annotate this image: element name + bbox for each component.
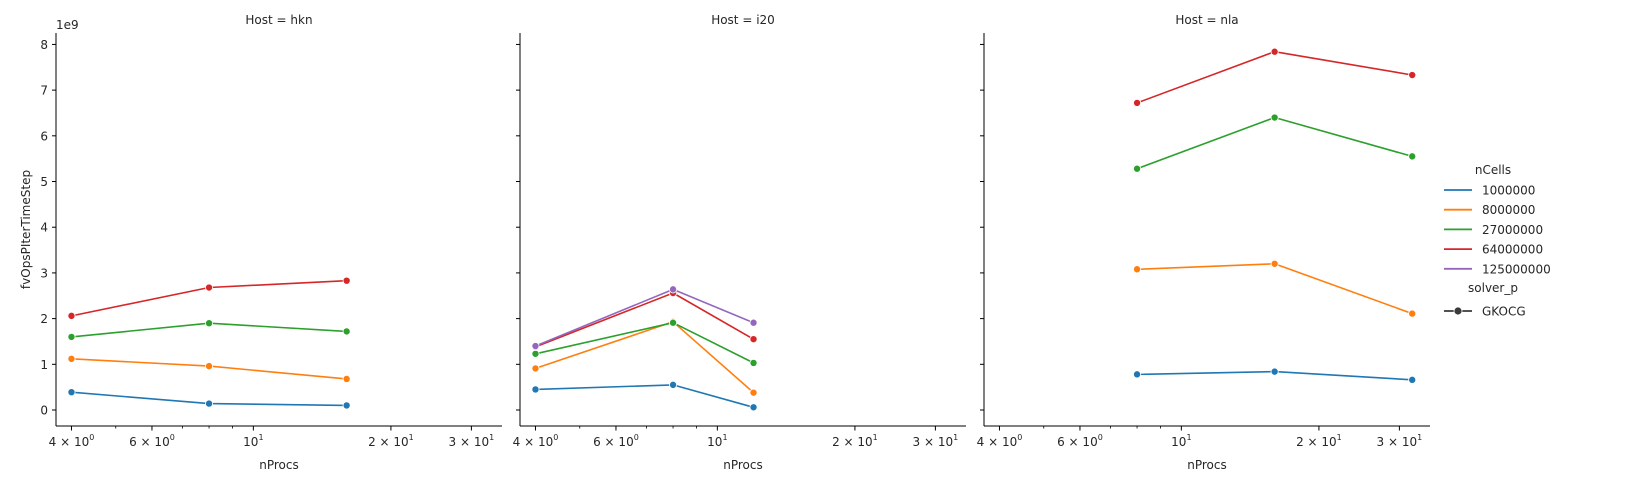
x-tick-exponent: 1: [489, 433, 494, 442]
series-line-2-27000000: [1136, 116, 1413, 170]
legend-item-1000000: 1000000: [1482, 184, 1535, 198]
data-point-2-1000000-0: [1133, 370, 1142, 379]
panel-title-2: Host = nla: [1175, 13, 1238, 27]
x-tick-exponent: 1: [1186, 433, 1191, 442]
data-point-1-125000000-0: [531, 342, 540, 351]
data-point-0-1000000-1: [205, 399, 214, 408]
data-point-2-8000000-1: [1270, 259, 1279, 268]
x-tick-exponent: 1: [1417, 433, 1422, 442]
y-tick-label-4: 4: [40, 221, 48, 235]
y-tick-label-0: 0: [40, 404, 48, 418]
y-tick-label-7: 7: [40, 84, 48, 98]
data-point-2-8000000-2: [1408, 309, 1417, 318]
x-tick-label-2-30: 3 × 101: [1377, 433, 1423, 449]
data-point-0-8000000-1: [205, 362, 214, 371]
x-tick-label-1-30: 3 × 101: [913, 433, 959, 449]
x-tick-exponent: 1: [722, 433, 727, 442]
x-tick-exponent: 1: [953, 433, 958, 442]
series-line-2-8000000: [1137, 262, 1413, 315]
x-axis-label-2: nProcs: [1187, 458, 1227, 472]
x-tick-exponent: 0: [1098, 433, 1103, 442]
data-point-2-1000000-2: [1408, 375, 1417, 384]
data-point-0-8000000-0: [67, 354, 76, 363]
x-tick-label-0-20: 2 × 101: [368, 433, 414, 449]
data-point-1-27000000-1: [669, 318, 678, 327]
x-axis-label-1: nProcs: [723, 458, 763, 472]
data-point-0-27000000-2: [342, 327, 351, 336]
data-point-2-64000000-1: [1270, 47, 1279, 56]
data-point-2-64000000-0: [1133, 98, 1142, 107]
data-point-0-64000000-1: [205, 283, 214, 292]
legend-style-marker-0: [1453, 306, 1463, 316]
data-point-2-8000000-0: [1133, 265, 1142, 274]
x-axis-label-0: nProcs: [259, 458, 299, 472]
x-tick-exponent: 1: [873, 433, 878, 442]
x-tick-label-2-4: 4 × 100: [977, 433, 1023, 449]
x-tick-exponent: 0: [634, 433, 639, 442]
x-tick-label-1-6: 6 × 100: [593, 433, 639, 449]
y-scale-offset: 1e9: [56, 18, 79, 32]
x-tick-label-0-6: 6 × 100: [129, 433, 175, 449]
x-tick-label-2-10: 101: [1171, 433, 1191, 449]
y-axis-label: fvOpsPIterTimeStep: [19, 170, 33, 289]
y-tick-label-6: 6: [40, 129, 48, 143]
data-point-1-8000000-2: [749, 388, 758, 397]
series-line-2-64000000: [1136, 50, 1413, 104]
x-tick-label-0-10: 101: [243, 433, 263, 449]
y-tick-label-5: 5: [40, 175, 48, 189]
y-tick-label-2: 2: [40, 312, 48, 326]
x-tick-label-2-20: 2 × 101: [1296, 433, 1342, 449]
data-point-2-27000000-2: [1408, 152, 1417, 161]
y-tick-label-8: 8: [40, 38, 48, 52]
data-point-2-1000000-1: [1270, 367, 1279, 376]
legend-item-64000000: 64000000: [1482, 243, 1543, 257]
data-point-0-27000000-0: [67, 332, 76, 341]
legend-title-ncells: nCells: [1475, 163, 1511, 177]
data-point-1-8000000-0: [531, 364, 540, 373]
x-tick-exponent: 0: [1017, 433, 1022, 442]
legend-item-8000000: 8000000: [1482, 203, 1535, 217]
y-tick-label-3: 3: [40, 266, 48, 280]
series-line-1-125000000: [535, 288, 754, 347]
x-tick-exponent: 1: [409, 433, 414, 442]
data-point-0-27000000-1: [205, 319, 214, 328]
data-point-1-125000000-2: [749, 318, 758, 327]
y-tick-label-1: 1: [40, 358, 48, 372]
data-point-2-64000000-2: [1408, 71, 1417, 80]
data-point-1-125000000-1: [669, 285, 678, 294]
x-tick-label-0-30: 3 × 101: [449, 433, 495, 449]
data-point-1-64000000-2: [749, 335, 758, 344]
x-tick-label-1-10: 101: [707, 433, 727, 449]
data-point-0-1000000-2: [342, 401, 351, 410]
x-tick-label-1-20: 2 × 101: [832, 433, 878, 449]
data-point-2-27000000-0: [1133, 164, 1142, 173]
legend-title-solver: solver_p: [1468, 281, 1518, 295]
data-point-1-1000000-2: [749, 403, 758, 412]
data-point-1-27000000-2: [749, 358, 758, 367]
data-point-0-1000000-0: [67, 388, 76, 397]
data-point-1-1000000-0: [531, 385, 540, 394]
data-point-1-27000000-0: [531, 349, 540, 358]
panel-title-1: Host = i20: [711, 13, 775, 27]
panel-title-0: Host = hkn: [245, 13, 312, 27]
x-tick-exponent: 0: [170, 433, 175, 442]
data-point-0-8000000-2: [342, 374, 351, 383]
legend-item-27000000: 27000000: [1482, 223, 1543, 237]
legend-item-125000000: 125000000: [1482, 262, 1551, 276]
series-line-1-1000000: [535, 384, 754, 409]
x-tick-label-1-4: 4 × 100: [513, 433, 559, 449]
data-point-0-64000000-2: [342, 276, 351, 285]
legend-style-item-0: GKOCG: [1482, 305, 1526, 319]
data-point-0-64000000-0: [67, 311, 76, 320]
x-tick-exponent: 1: [258, 433, 263, 442]
x-tick-exponent: 0: [89, 433, 94, 442]
x-tick-label-0-4: 4 × 100: [49, 433, 95, 449]
data-point-2-27000000-1: [1270, 113, 1279, 122]
x-tick-exponent: 1: [1337, 433, 1342, 442]
x-tick-label-2-6: 6 × 100: [1057, 433, 1103, 449]
data-point-1-1000000-1: [669, 380, 678, 389]
x-tick-exponent: 0: [553, 433, 558, 442]
